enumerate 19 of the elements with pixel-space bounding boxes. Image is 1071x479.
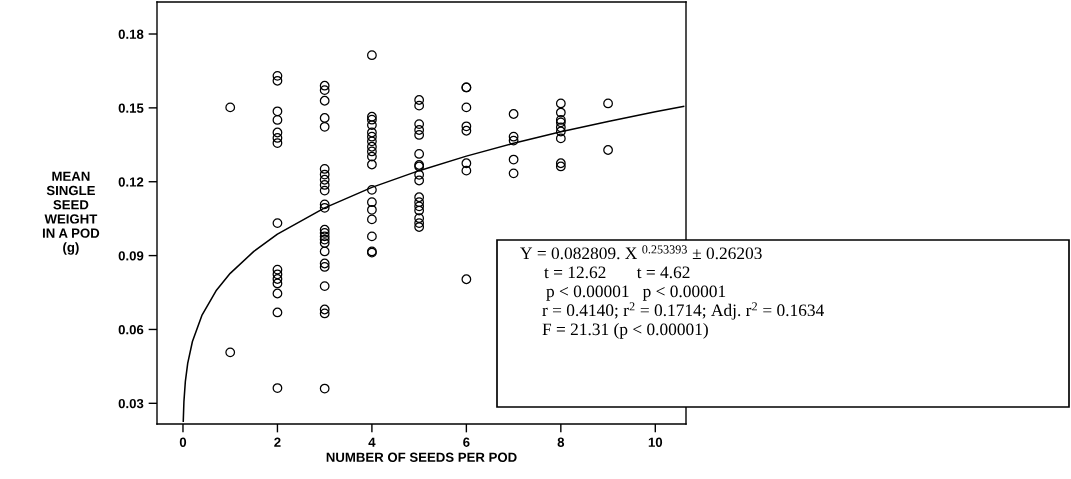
annotation: r = 0.4140; r$^{2}$ = 0.1714; Adj. r$^{2}$ = 0.1634 bbox=[542, 302, 824, 320]
y-tick-label: 0.03 bbox=[118, 398, 144, 409]
y-tick-label: 0.06 bbox=[118, 325, 144, 335]
y-tick-label: 0.09 bbox=[118, 251, 144, 261]
y-tick-label: 0.18 bbox=[118, 29, 144, 39]
x-tick-label: 0 bbox=[179, 437, 187, 447]
annotation: p < 0.00001 p < 0.00001 bbox=[546, 285, 726, 301]
y-tick-label: 0.12 bbox=[118, 177, 144, 187]
y-tick-label: 0.15 bbox=[118, 103, 144, 113]
y-axis-title: MEAN SINGLE SEED WEIGHT IN A POD (g) bbox=[42, 171, 100, 255]
x-tick-label: 8 bbox=[557, 437, 565, 447]
x-tick-label: 10 bbox=[648, 437, 663, 447]
annotation: F = 21.31 (p < 0.00001) bbox=[542, 322, 708, 339]
x-tick-label: 6 bbox=[463, 437, 470, 447]
annotation: Y = 0.082809. X $^{0.253393}$ ± 0.26203 bbox=[520, 245, 762, 260]
annotation: t = 12.62 t = 4.62 bbox=[544, 266, 690, 279]
x-axis-title: NUMBER OF SEEDS PER POD bbox=[326, 452, 517, 462]
x-tick-label: 4 bbox=[368, 437, 376, 447]
x-tick-label: 2 bbox=[274, 437, 281, 447]
